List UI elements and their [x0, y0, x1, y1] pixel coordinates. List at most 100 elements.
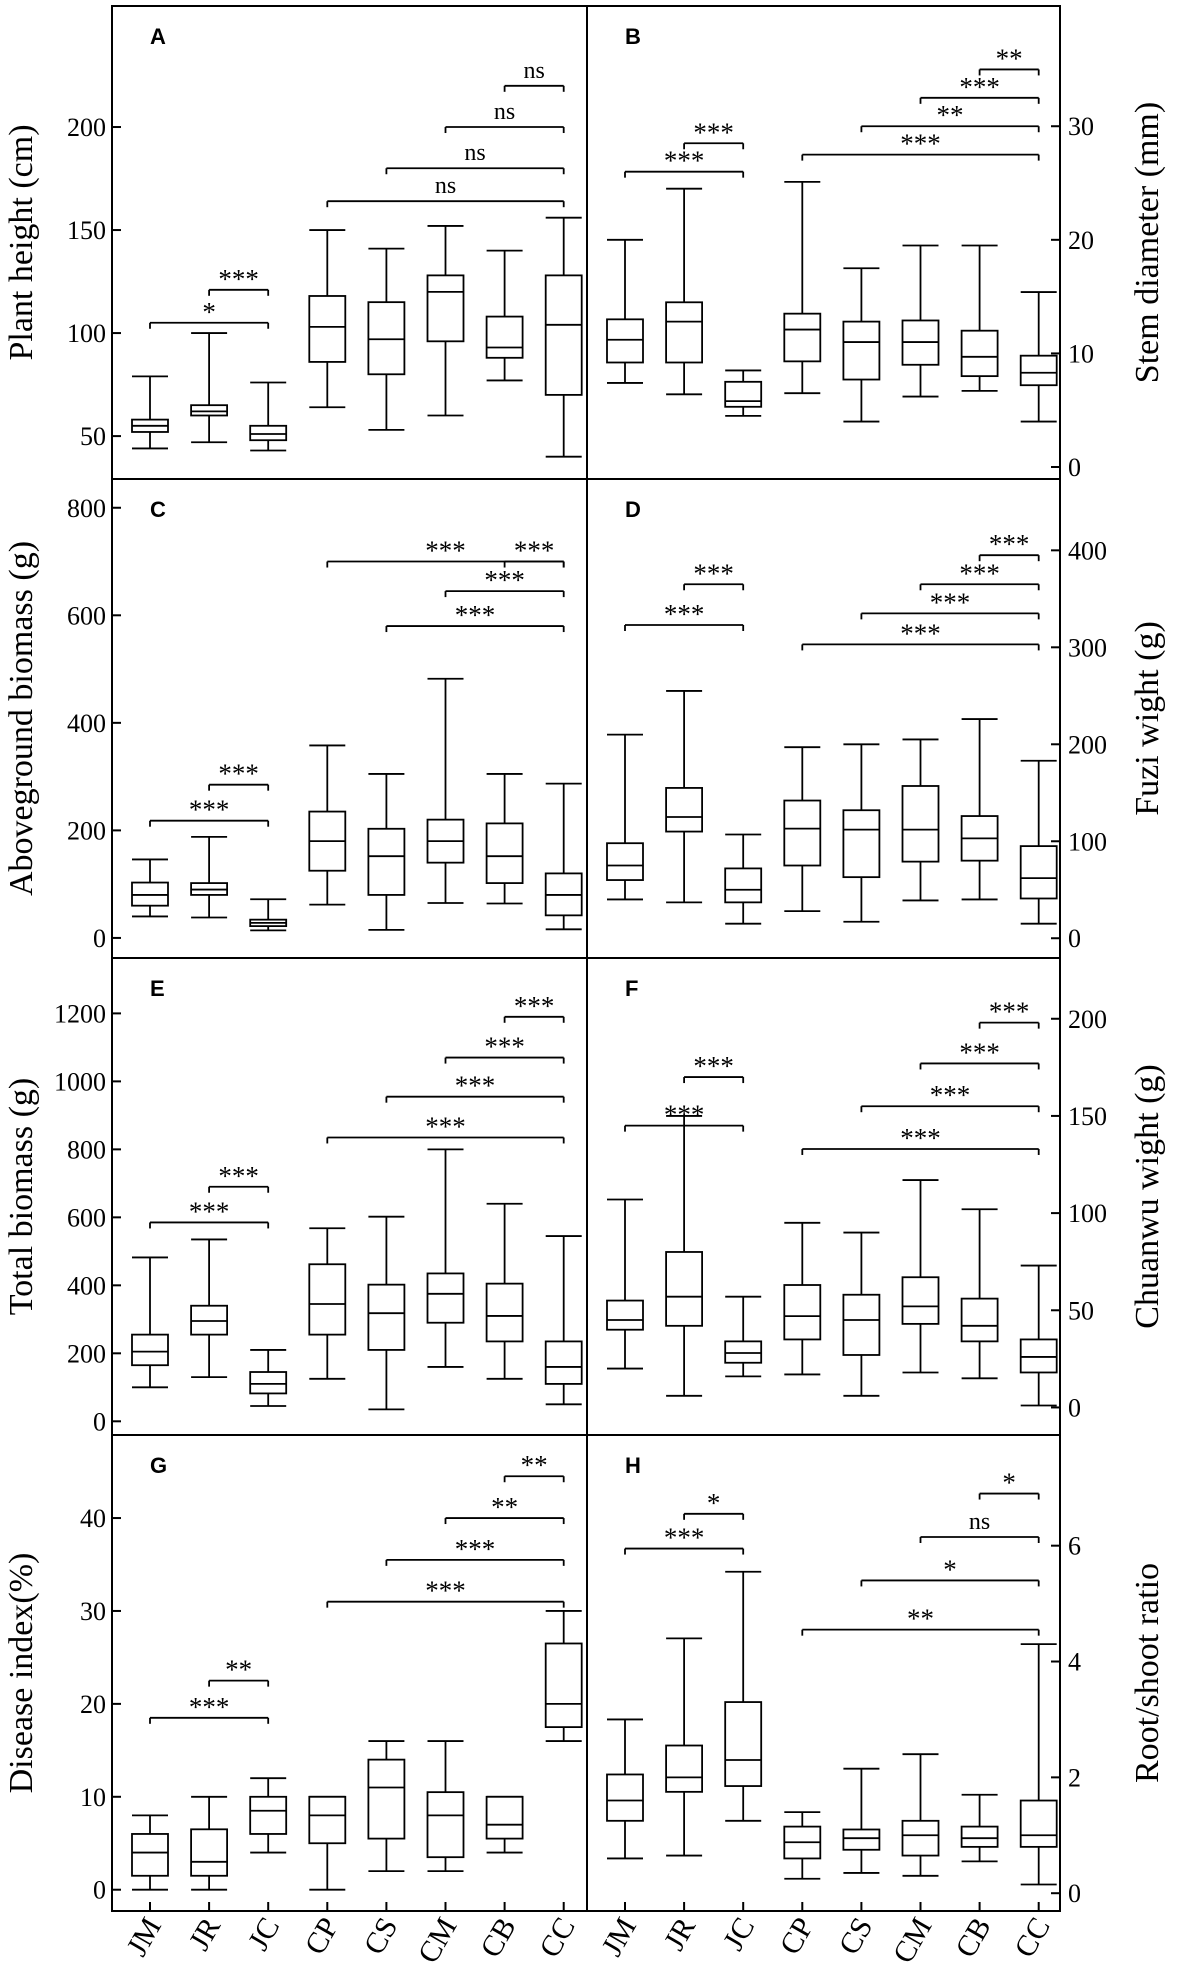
box-CP	[308, 1227, 347, 1380]
box-CB	[485, 773, 524, 905]
comparison-JM-JC: ***	[624, 599, 745, 632]
box-CC	[544, 782, 583, 931]
box-JM	[131, 858, 169, 918]
comparison-CS-CC: ***	[860, 1080, 1040, 1113]
box-CM	[901, 1753, 940, 1877]
significance-label: *	[202, 297, 216, 327]
box-iqr	[308, 1263, 347, 1336]
box-CS	[842, 267, 881, 423]
box-iqr	[249, 1371, 288, 1395]
box-CB	[960, 718, 999, 901]
comparison-CM-CC: ***	[444, 1032, 565, 1064]
box-iqr	[1019, 1799, 1058, 1848]
significance-label: ***	[189, 795, 230, 825]
box-JR	[665, 1637, 703, 1857]
significance-label: ***	[484, 565, 525, 595]
box-iqr	[901, 785, 940, 863]
box-CS	[367, 247, 406, 431]
box-iqr	[485, 1282, 524, 1343]
y-tick-label: 200	[1068, 1005, 1107, 1034]
comparison-CP-CC: **	[801, 1604, 1040, 1636]
comparison-CM-CC: ns	[919, 1509, 1040, 1543]
significance-label: ***	[693, 558, 734, 588]
box-CC	[544, 1235, 583, 1406]
y-axis-title: Plant height (cm)	[3, 124, 40, 360]
comparison-CP-CC: ***	[801, 129, 1040, 161]
comparison-CM-CC: ***	[919, 558, 1040, 591]
box-CS	[842, 743, 881, 923]
y-tick-label: 800	[67, 1135, 106, 1164]
significance-label: *	[943, 1554, 957, 1584]
box-iqr	[367, 1283, 406, 1351]
significance-label: **	[907, 1604, 934, 1634]
y-axis-title: Disease index(%)	[3, 1553, 40, 1794]
comparison-CM-CC: **	[444, 1492, 565, 1525]
box-iqr	[367, 827, 406, 896]
box-iqr	[367, 301, 406, 376]
comparison-JR-JC: *	[683, 1488, 745, 1520]
box-CB	[960, 1793, 999, 1863]
significance-label: ns	[494, 99, 515, 125]
comparison-CS-CC: ***	[385, 600, 565, 633]
comparison-CB-CC: **	[978, 43, 1040, 76]
box-iqr	[249, 1795, 288, 1835]
box-iqr	[783, 1284, 822, 1341]
y-tick-label: 150	[1068, 1102, 1107, 1131]
comparison-CB-CC: ns	[503, 58, 565, 92]
y-tick-label: 1200	[54, 999, 106, 1028]
box-iqr	[485, 1795, 524, 1840]
panel-label: B	[625, 24, 641, 49]
box-iqr	[308, 1795, 347, 1845]
box-JC	[724, 369, 763, 417]
y-tick-label: 20	[1068, 226, 1094, 255]
significance-label: ***	[930, 1080, 971, 1110]
significance-label: ***	[484, 1032, 525, 1062]
box-CS	[367, 773, 406, 931]
y-tick-label: 400	[67, 1271, 106, 1300]
significance-label: ***	[425, 1111, 466, 1141]
comparison-CS-CC: ns	[385, 140, 565, 175]
box-iqr	[544, 274, 583, 396]
significance-label: *	[1002, 1468, 1016, 1498]
box-CP	[783, 1811, 822, 1880]
panel-label: G	[150, 1453, 167, 1478]
box-iqr	[901, 1276, 940, 1325]
box-JR	[190, 1238, 229, 1379]
box-CB	[960, 1208, 999, 1380]
significance-label: ***	[664, 146, 705, 176]
y-tick-label: 100	[1068, 1199, 1107, 1228]
y-tick-label: 2	[1068, 1763, 1081, 1792]
box-iqr	[606, 1299, 644, 1331]
box-iqr	[842, 809, 881, 879]
box-CM	[426, 1148, 465, 1368]
box-JM	[606, 733, 644, 901]
box-CS	[367, 1740, 406, 1873]
comparison-CP-CC: ns	[326, 173, 565, 208]
comparison-JM-JC: ***	[624, 1100, 745, 1132]
y-axis-title: Aboveground biomass (g)	[3, 541, 40, 896]
box-CM	[426, 1740, 465, 1873]
box-JC	[724, 1295, 763, 1378]
box-iqr	[426, 1272, 465, 1324]
y-axis-title: Total biomass (g)	[3, 1078, 40, 1315]
box-CP	[783, 1221, 822, 1376]
y-tick-label: 600	[67, 1203, 106, 1232]
significance-label: ***	[455, 600, 496, 630]
panel-E: E 0 200 400 600 800 1000 1200 Total biomass (g) *…	[3, 957, 588, 1436]
significance-label: ***	[959, 1037, 1000, 1067]
box-CP	[783, 180, 822, 395]
box-iqr	[249, 424, 288, 442]
significance-label: **	[225, 1655, 252, 1685]
significance-label: ***	[664, 1523, 705, 1553]
y-axis-title: Chuanwu wight (g)	[1129, 1064, 1166, 1328]
box-JM	[131, 1814, 169, 1891]
y-tick-label: 200	[67, 816, 106, 845]
box-CM	[901, 738, 940, 902]
significance-label: ***	[189, 1692, 230, 1722]
comparison-CM-CC: ***	[919, 72, 1040, 104]
